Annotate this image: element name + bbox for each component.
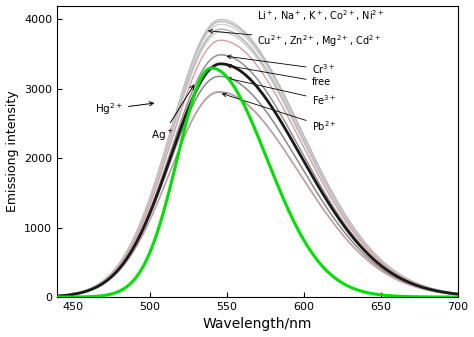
Text: free: free	[227, 64, 331, 87]
Text: Cu$^{2+}$, Zn$^{2+}$, Mg$^{2+}$, Cd$^{2+}$: Cu$^{2+}$, Zn$^{2+}$, Mg$^{2+}$, Cd$^{2+…	[209, 29, 382, 49]
Text: Ag$^+$: Ag$^+$	[151, 85, 194, 143]
Text: Cr$^{3+}$: Cr$^{3+}$	[227, 55, 335, 76]
Y-axis label: Emissiong intensity: Emissiong intensity	[6, 90, 18, 212]
Text: Pb$^{2+}$: Pb$^{2+}$	[222, 93, 336, 133]
Text: Hg$^{2+}$: Hg$^{2+}$	[95, 101, 154, 117]
X-axis label: Wavelength/nm: Wavelength/nm	[203, 317, 312, 332]
Text: Fe$^{3+}$: Fe$^{3+}$	[227, 77, 336, 107]
Text: Li$^+$, Na$^+$, K$^+$, Co$^{2+}$, Ni$^{2+}$: Li$^+$, Na$^+$, K$^+$, Co$^{2+}$, Ni$^{2…	[257, 8, 385, 23]
